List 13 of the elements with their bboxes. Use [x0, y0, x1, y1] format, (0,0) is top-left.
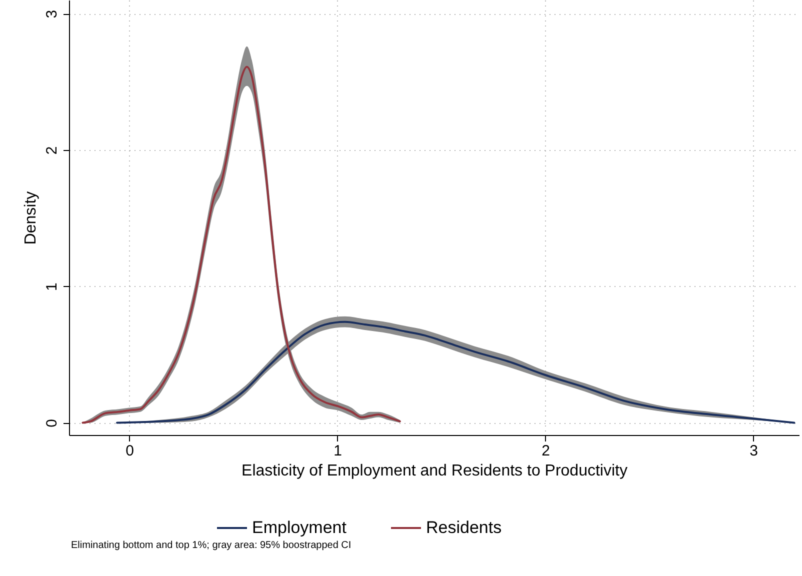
x-axis-title: Elasticity of Employment and Residents to Productivity [242, 462, 628, 480]
y-tick-label: 2 [44, 146, 60, 155]
x-tick-label: 0 [126, 442, 134, 460]
y-axis-title: Density [22, 191, 40, 245]
y-tick-label: 1 [44, 282, 60, 292]
legend-label: Employment [252, 518, 347, 537]
x-tick-label: 1 [334, 442, 342, 460]
x-tick-label: 3 [750, 442, 758, 460]
x-tick-label: 2 [542, 442, 550, 460]
legend-label: Residents [426, 518, 502, 537]
y-tick-label: 0 [44, 419, 60, 428]
y-tick-label: 3 [44, 10, 60, 18]
text: Eliminating bottom and top 1%; gray area: 95% boostrapped CI [71, 540, 352, 551]
